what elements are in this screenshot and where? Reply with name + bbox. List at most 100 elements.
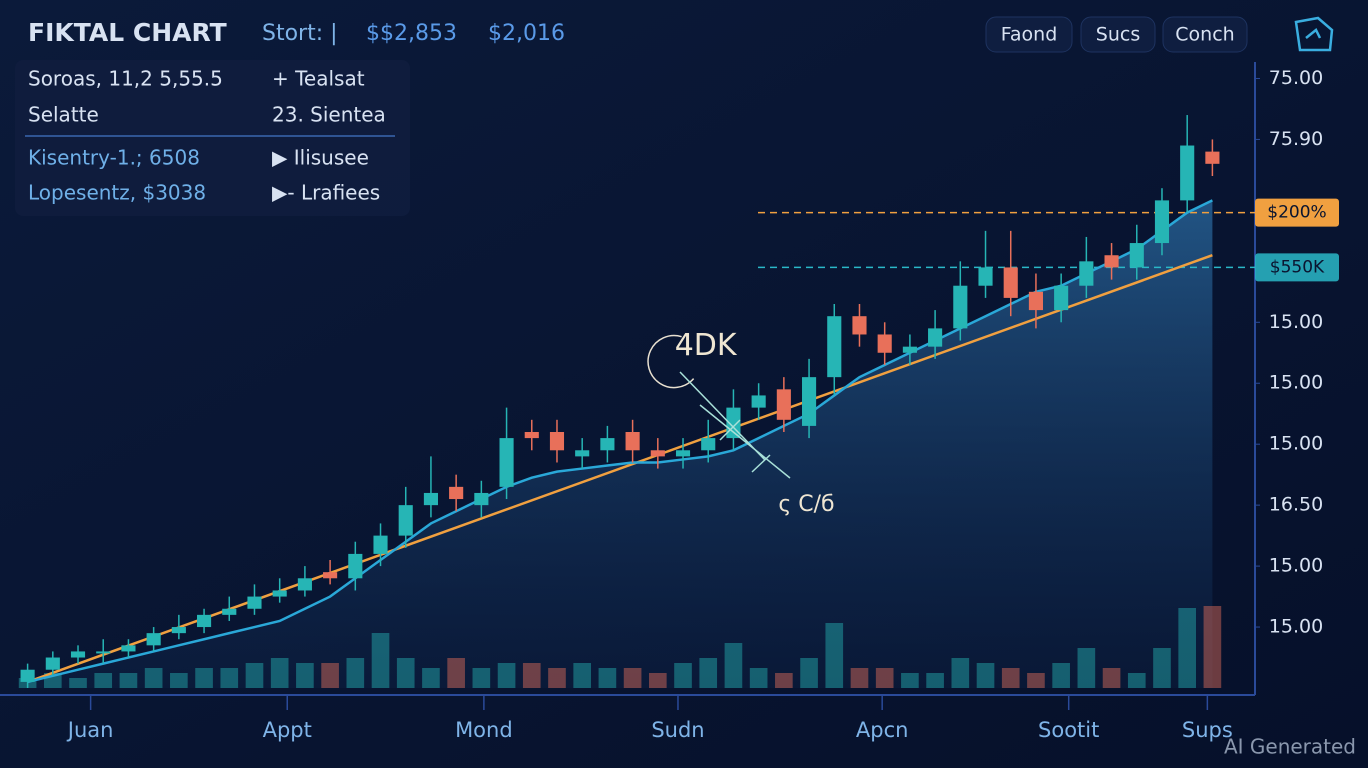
volume-bar [245,663,264,688]
info-left: Kisentry-1.; 6508 [28,146,200,170]
candle-body [323,572,338,579]
volume-bar [724,643,743,688]
candle-body [121,645,136,652]
button-label[interactable]: Sucs [1096,24,1140,46]
volume-bar [674,663,692,688]
candle-body [802,377,817,426]
x-tick-label: Sootit [1038,718,1099,742]
candle-body [701,438,716,451]
ma-line [27,199,1213,684]
y-tick-label: 15.00 [1269,311,1323,333]
candle-body [928,328,943,347]
candle-body [272,590,287,597]
volume-bar [371,633,390,688]
volume-bar [976,663,995,688]
volume-bar [522,663,541,688]
info-left: Selatte [28,103,99,127]
volume-bar [573,663,592,688]
x-tick-label: Sups [1182,718,1233,742]
y-tick-label: 16.50 [1269,494,1323,516]
candle-body [1104,255,1119,268]
annotation: 4DK [675,328,738,363]
volume-bar [623,668,642,688]
candle-body [877,334,892,353]
app-title: FIKTAL CHART [28,18,227,47]
candle-body [373,535,388,554]
candle-body [1054,285,1069,311]
candle-body [171,627,186,634]
price-b: $2,016 [488,21,565,46]
candle-body [902,346,917,353]
volume-bar [648,673,667,688]
info-right: 23. Sientea [272,103,386,127]
price-tag-label: $200% [1267,203,1326,223]
settings-icon[interactable] [1294,16,1334,52]
candle-body [449,486,464,500]
candle-body [675,450,691,457]
candle-body [978,267,993,286]
button-label[interactable]: Conch [1175,24,1234,46]
button-label[interactable]: Faond [1001,24,1058,46]
start-label: Stort: | [262,21,338,46]
candle-body [776,389,791,420]
price-tag [1255,253,1339,282]
candle-body [751,395,766,408]
candle-body [423,492,438,506]
volume-bar [195,668,213,688]
plot: 15.00 15.00 16.50 15.00 15.00 15.00 75.90 75.00… [0,62,1339,742]
info-right: ▶- Lrafiees [272,181,380,205]
volume-bar [850,668,869,688]
candle-body [1129,243,1144,268]
volume-bar [1077,648,1096,688]
volume-bar [699,658,718,688]
volume-bar [270,658,289,688]
candle-body [852,316,867,335]
volume-bar [901,673,919,688]
candle-body [1003,267,1018,298]
x-tick-label: Appt [263,718,312,742]
price-a: $$2,853 [366,21,457,46]
volume-bar [1001,668,1020,688]
volume-bar [472,668,491,688]
volume-bar [144,668,163,688]
volume-bar [775,673,793,688]
y-tick-label: 15.00 [1269,555,1323,577]
y-tick-label: 15.00 [1269,372,1323,394]
watermark: AI Generated [1224,735,1356,759]
volume-bar [220,668,239,688]
volume-bar [749,668,768,688]
candle-body [575,450,590,457]
volume-bar [1027,673,1045,688]
volume-bar [170,673,188,688]
volume-bar [119,673,138,688]
candle-body [348,553,363,579]
candle-body [247,596,262,609]
candle-body [146,633,161,646]
volume-bar [422,668,440,688]
candle-body [625,432,640,451]
candle-body [222,608,237,615]
price-tag-label: $550K [1270,257,1325,277]
button-bg[interactable] [1162,16,1248,53]
candle-body [650,450,665,457]
volume-bar [396,658,415,688]
volume-bar [497,663,516,688]
y-tick-label: 15.00 [1269,433,1323,455]
candle-body [953,285,968,329]
candle-body [197,614,212,628]
candle-body [474,492,489,506]
volume-bar [825,623,844,688]
candle-body [1028,291,1043,311]
button-bg[interactable] [1080,16,1156,53]
x-tick-label: Mond [455,718,513,742]
ma-area [27,200,1213,688]
candle-body [1180,145,1195,201]
volume-bar [69,678,87,688]
annotation-ring [647,334,695,389]
volume-bar [321,663,339,688]
candle-body [499,438,514,487]
button-bg[interactable] [985,16,1073,53]
volume-bar [1153,648,1171,688]
candle-body [70,651,86,658]
